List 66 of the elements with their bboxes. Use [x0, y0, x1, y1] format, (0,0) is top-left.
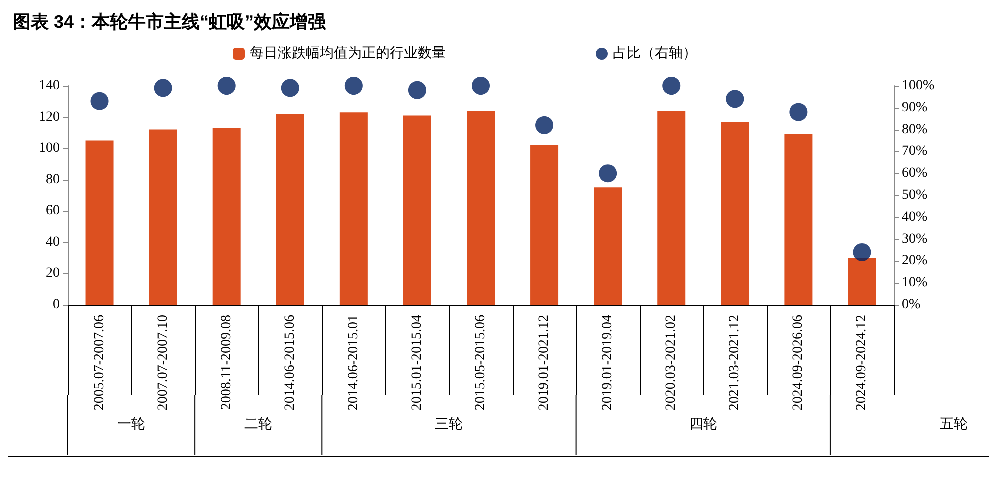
y2-tick-label: 40%: [902, 210, 928, 225]
y-tick-label: 0: [53, 298, 60, 312]
y2-tick-label: 60%: [902, 166, 928, 182]
y-tick-label: 100: [39, 141, 60, 156]
y2-tick-label: 0%: [902, 298, 921, 312]
point: [726, 90, 744, 108]
point: [154, 79, 172, 98]
bar: [276, 114, 304, 305]
text: 一轮: [118, 416, 146, 432]
bar: [403, 116, 432, 305]
y-tick-label: 40: [46, 234, 60, 250]
bar: [149, 130, 178, 305]
bar: [530, 145, 559, 305]
point: [599, 164, 618, 183]
x-tick-label: 2024.09-2026.06: [791, 315, 806, 411]
bar: [594, 188, 622, 305]
text: 二轮: [244, 416, 273, 432]
y2-tick-label: 30%: [902, 232, 928, 247]
bar: [784, 134, 813, 305]
x-tick-label: 2014.06-2015.06: [282, 315, 298, 411]
x-tick-label: 2007.07-2007.10: [156, 315, 171, 411]
point: [853, 243, 872, 262]
y-tick-label: 60: [46, 204, 60, 219]
x-tick-label: 2005.07-2007.06: [92, 315, 108, 411]
text: 四轮: [689, 416, 718, 432]
text: 五轮: [940, 416, 968, 432]
text: 三轮: [435, 416, 464, 432]
point: [281, 79, 300, 98]
point: [472, 77, 490, 95]
legend-label: 每日涨跌幅均值为正的行业数量: [250, 46, 446, 62]
y2-tick-label: 90%: [902, 100, 928, 116]
bar: [212, 128, 241, 305]
x-tick-label: 2015.01-2015.04: [410, 315, 425, 411]
y2-tick-label: 70%: [902, 144, 928, 160]
y-tick-label: 80: [46, 172, 60, 188]
bar: [467, 111, 495, 305]
bar: [86, 140, 114, 305]
bar: [848, 258, 876, 305]
chart-title: 图表 34：本轮牛市主线“虹吸”效应增强: [13, 12, 328, 32]
bar: [658, 111, 686, 305]
point: [408, 81, 426, 100]
x-tick-label: 2019.01-2019.04: [600, 315, 616, 411]
x-tick-label: 2008.11-2009.08: [219, 315, 234, 410]
legend-label: 占比（右轴）: [613, 46, 697, 62]
point: [218, 77, 236, 95]
bar: [721, 122, 750, 305]
y2-tick-label: 20%: [902, 254, 928, 269]
x-tick-label: 2014.06-2015.01: [346, 315, 362, 411]
y-tick-label: 20: [46, 266, 60, 282]
y-tick-label: 140: [39, 78, 60, 94]
y-tick-label: 120: [39, 110, 60, 125]
point: [536, 116, 554, 134]
y2-tick-label: 50%: [902, 188, 928, 203]
x-tick-label: 2019.01-2021.12: [537, 315, 552, 411]
point: [662, 77, 681, 95]
y2-tick-label: 10%: [902, 276, 928, 291]
point: [344, 77, 363, 95]
point: [90, 92, 109, 110]
x-tick-label: 2024.09-2024.12: [854, 315, 870, 411]
y2-tick-label: 100%: [902, 78, 935, 94]
point: [790, 103, 808, 122]
x-tick-label: 2020.03-2021.02: [664, 315, 680, 411]
x-tick-label: 2021.03-2021.12: [728, 315, 743, 411]
y2-tick-label: 80%: [902, 122, 928, 138]
x-tick-label: 2015.05-2015.06: [474, 315, 488, 411]
bar: [340, 112, 368, 305]
